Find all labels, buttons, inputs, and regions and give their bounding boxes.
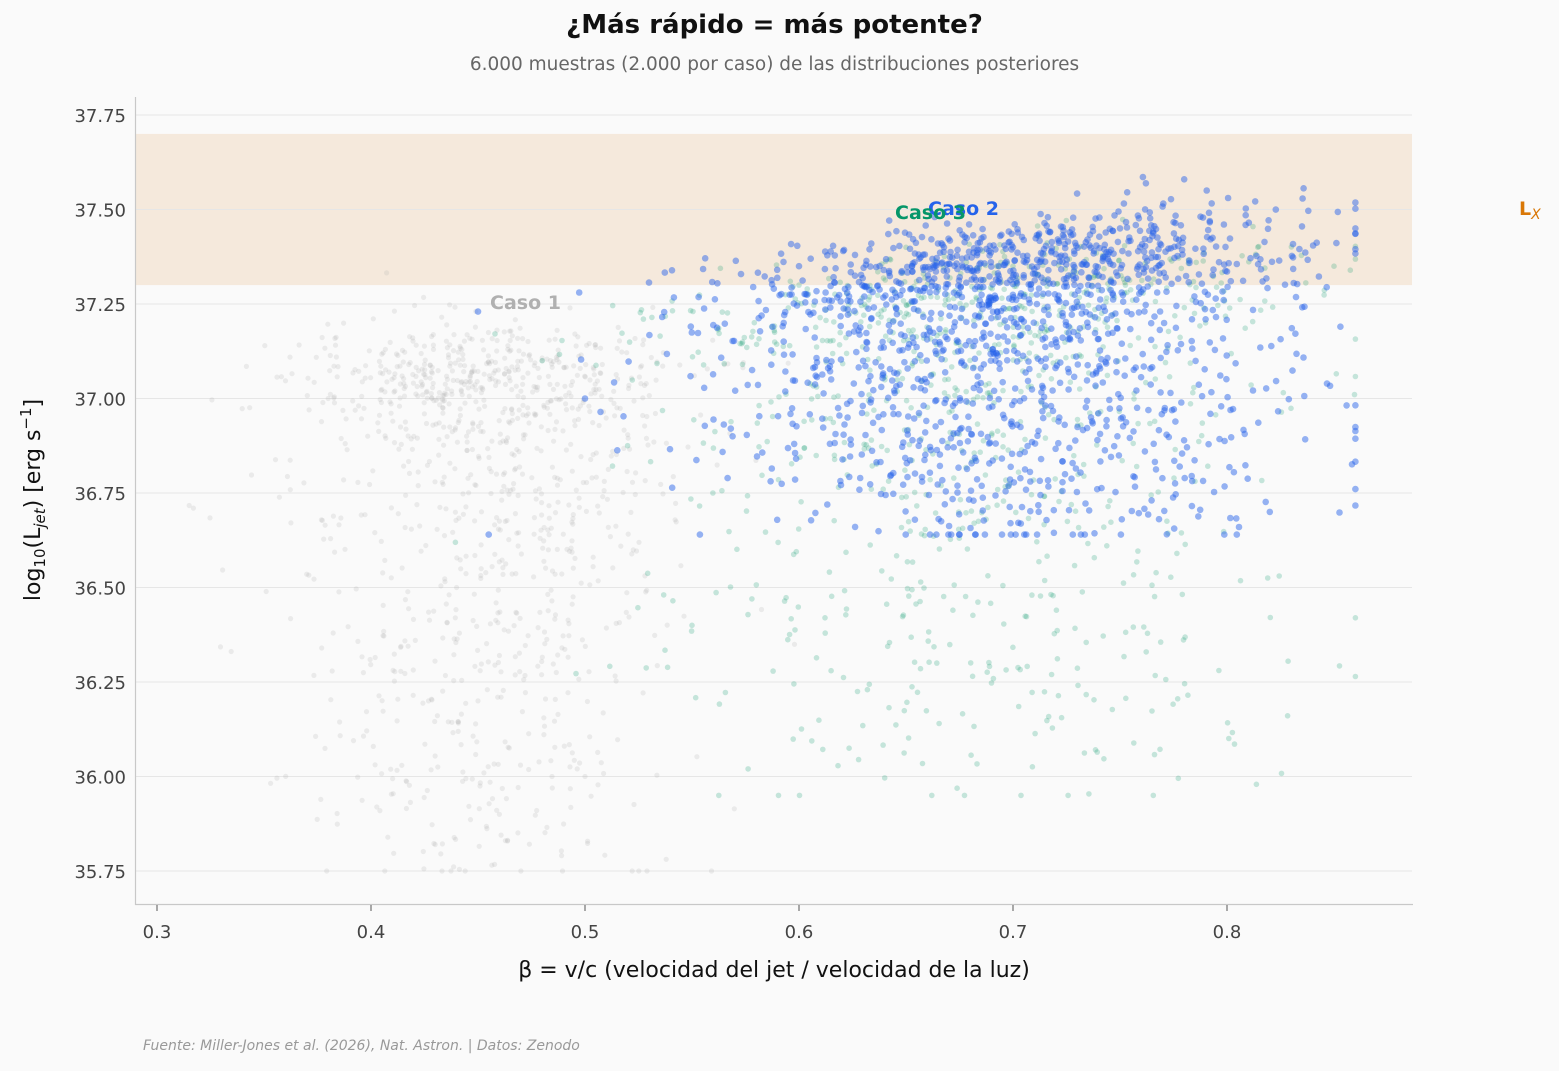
svg-text:35.75: 35.75	[74, 862, 126, 883]
annotation-caso-1: Caso 1	[490, 292, 561, 314]
annotation-lx: LX	[1519, 198, 1541, 223]
svg-text:36.25: 36.25	[74, 673, 126, 694]
series-caso-2	[474, 173, 1359, 538]
svg-text:36.75: 36.75	[74, 484, 126, 505]
svg-text:36.00: 36.00	[74, 768, 126, 789]
x-axis-ticks: 0.3 0.4 0.5 0.6 0.7 0.8	[143, 905, 1242, 943]
y-axis-ticks: 35.75 36.00 36.25 36.50 36.75 37.00 37.25 37.50…	[74, 106, 126, 883]
svg-text:0.8: 0.8	[1213, 922, 1242, 943]
series-caso-3	[452, 216, 1359, 799]
annotation-caso-2: Caso 2	[928, 198, 999, 220]
svg-text:36.50: 36.50	[74, 579, 126, 600]
data-points	[186, 173, 1359, 874]
chart-subtitle: 6.000 muestras (2.000 por caso) de las d…	[469, 54, 1080, 75]
source-footnote: Fuente: Miller-Jones et al. (2026), Nat.…	[143, 1038, 580, 1054]
svg-text:0.5: 0.5	[571, 922, 600, 943]
x-axis-label: β = v/c (velocidad del jet / velocidad d…	[518, 958, 1030, 983]
svg-text:0.3: 0.3	[143, 922, 172, 943]
gridlines	[136, 114, 1412, 872]
svg-text:37.50: 37.50	[74, 201, 126, 222]
chart-title: ¿Más rápido = más potente?	[566, 10, 983, 40]
svg-text:37.00: 37.00	[74, 390, 126, 411]
y-axis-label: log10(Ljet) [erg s−1]	[17, 399, 49, 601]
annotation-caso-3: Caso 3	[895, 202, 966, 224]
svg-text:0.7: 0.7	[999, 922, 1028, 943]
svg-text:0.6: 0.6	[785, 922, 814, 943]
svg-text:37.75: 37.75	[74, 106, 126, 127]
series-caso-1	[186, 270, 798, 874]
svg-text:37.25: 37.25	[74, 295, 126, 316]
svg-text:0.4: 0.4	[357, 922, 386, 943]
